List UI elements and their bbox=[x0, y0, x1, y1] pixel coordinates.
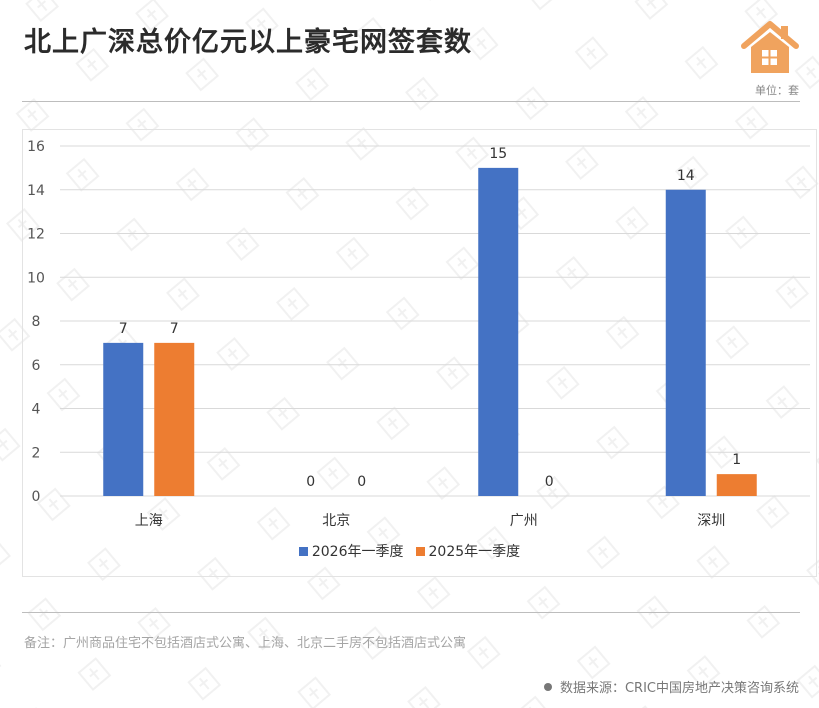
x-category-label: 北京 bbox=[322, 513, 350, 529]
data-label: 7 bbox=[119, 321, 128, 337]
y-tick-label: 8 bbox=[32, 314, 41, 330]
footer-divider bbox=[22, 612, 800, 613]
bar-chart: 0 2 4 6 8 10 12 14 16 7 7 上海 0 0 北京 15 0 广州 14 1 深圳 bbox=[27, 139, 810, 529]
legend-swatch-2025 bbox=[415, 546, 425, 556]
bar bbox=[478, 167, 519, 496]
legend-label-2025: 2025年一季度 bbox=[428, 544, 521, 560]
data-label: 7 bbox=[170, 321, 179, 337]
data-label: 15 bbox=[489, 146, 507, 162]
chart-title: 北上广深总价亿元以上豪宅网签套数 bbox=[24, 27, 472, 58]
data-label: 0 bbox=[545, 474, 554, 490]
data-label: 0 bbox=[306, 474, 315, 490]
x-category-label: 深圳 bbox=[697, 513, 725, 529]
y-tick-label: 2 bbox=[32, 445, 41, 461]
bar bbox=[154, 342, 195, 496]
y-tick-label: 10 bbox=[27, 270, 45, 286]
y-tick-label: 16 bbox=[27, 139, 45, 155]
footnote: 备注：广州商品住宅不包括酒店式公寓、上海、北京二手房不包括酒店式公寓 bbox=[24, 636, 467, 651]
legend-item-2026: 2026年一季度 bbox=[298, 541, 404, 561]
x-category-label: 广州 bbox=[510, 513, 538, 529]
y-tick-label: 0 bbox=[32, 489, 41, 505]
house-icon bbox=[741, 21, 799, 73]
legend-swatch-2026 bbox=[298, 546, 308, 556]
header-divider bbox=[22, 101, 800, 102]
bullet-icon bbox=[543, 682, 552, 691]
bar bbox=[103, 342, 144, 496]
y-tick-label: 14 bbox=[27, 183, 45, 199]
legend-label-2026: 2026年一季度 bbox=[311, 544, 404, 560]
source-text: 数据来源：CRIC中国房地产决策咨询系统 bbox=[559, 681, 799, 696]
legend: 2026年一季度 2025年一季度 bbox=[0, 541, 819, 561]
y-tick-label: 12 bbox=[27, 227, 45, 243]
x-category-label: 上海 bbox=[135, 513, 163, 529]
bar bbox=[665, 189, 706, 496]
y-tick-label: 4 bbox=[32, 402, 41, 418]
data-label: 14 bbox=[677, 168, 695, 184]
legend-item-2025: 2025年一季度 bbox=[415, 541, 521, 561]
data-label: 0 bbox=[357, 474, 366, 490]
source-line: 数据来源：CRIC中国房地产决策咨询系统 bbox=[543, 677, 799, 696]
data-label: 1 bbox=[732, 452, 741, 468]
bar bbox=[716, 474, 757, 496]
unit-label: 单位：套 bbox=[755, 84, 799, 97]
chart-frame bbox=[22, 129, 817, 577]
y-tick-label: 6 bbox=[32, 358, 41, 374]
